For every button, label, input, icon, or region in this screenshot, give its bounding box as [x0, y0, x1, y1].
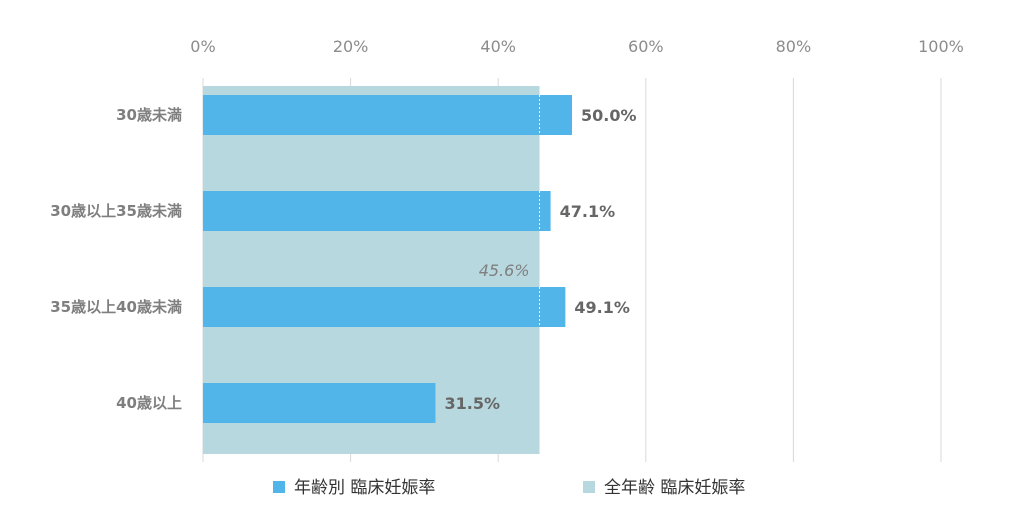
- x-tick-label: 80%: [776, 37, 812, 56]
- category-label: 35歳以上40歳未満: [50, 298, 182, 316]
- overall-rate-label: 45.6%: [479, 261, 530, 280]
- category-label: 30歳以上35歳未満: [50, 202, 182, 220]
- legend-swatch-age-rate: [273, 481, 285, 493]
- legend-label-age-rate: 年齢別 臨床妊娠率: [294, 478, 435, 498]
- x-tick-label: 20%: [333, 37, 369, 56]
- x-axis-ticks: 0% 20% 40% 60% 80% 100%: [190, 37, 964, 56]
- data-label: 31.5%: [444, 394, 500, 413]
- legend: 年齢別 臨床妊娠率 全年齢 臨床妊娠率: [273, 478, 745, 498]
- data-label: 47.1%: [560, 202, 616, 221]
- category-labels: 30歳未満 30歳以上35歳未満 35歳以上40歳未満 40歳以上: [50, 106, 182, 412]
- bars: [203, 95, 572, 423]
- x-tick-label: 100%: [918, 37, 964, 56]
- legend-label-overall-rate: 全年齢 臨床妊娠率: [604, 478, 745, 498]
- data-label: 49.1%: [574, 298, 630, 317]
- x-tick-label: 0%: [190, 37, 215, 56]
- category-label: 40歳以上: [116, 394, 182, 412]
- legend-swatch-overall-rate: [583, 481, 595, 493]
- bar: [203, 191, 551, 231]
- data-label: 50.0%: [581, 106, 637, 125]
- x-tick-label: 40%: [480, 37, 516, 56]
- data-labels: 50.0% 47.1% 49.1% 31.5% 45.6%: [444, 106, 636, 413]
- bar: [203, 383, 436, 423]
- x-tick-label: 60%: [628, 37, 664, 56]
- bar: [203, 95, 572, 135]
- category-label: 30歳未満: [116, 106, 182, 124]
- bar: [203, 287, 566, 327]
